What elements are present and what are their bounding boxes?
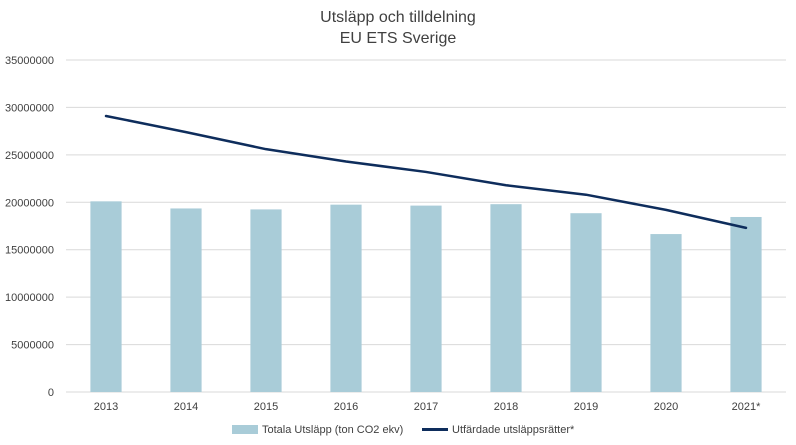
y-tick-label: 35000000 xyxy=(5,55,54,67)
bar xyxy=(410,205,442,392)
x-tick-label: 2017 xyxy=(414,401,438,413)
y-tick-label: 15000000 xyxy=(5,245,54,257)
x-tick-label: 2021* xyxy=(732,401,761,413)
legend-swatch-bars xyxy=(232,425,258,434)
y-tick-label: 20000000 xyxy=(5,197,54,209)
chart-subtitle: EU ETS Sverige xyxy=(340,30,457,47)
y-tick-label: 5000000 xyxy=(11,340,54,352)
bar xyxy=(170,208,202,392)
series-line xyxy=(104,114,748,230)
y-tick-label: 0 xyxy=(48,387,54,399)
line-series xyxy=(104,114,748,230)
x-tick-label: 2019 xyxy=(574,401,598,413)
bar xyxy=(330,204,362,392)
x-tick-label: 2013 xyxy=(94,401,118,413)
bar-series xyxy=(90,201,762,392)
y-tick-label: 25000000 xyxy=(5,150,54,162)
bar xyxy=(730,216,762,392)
chart-title: Utsläpp och tilldelning xyxy=(320,9,476,26)
x-tick-label: 2014 xyxy=(174,401,198,413)
bar xyxy=(250,209,282,392)
bar xyxy=(570,213,602,392)
y-axis-ticks: 0 5000000 10000000 15000000 20000000 25000000… xyxy=(5,55,54,399)
x-tick-label: 2018 xyxy=(494,401,518,413)
bar xyxy=(90,201,122,392)
y-tick-label: 10000000 xyxy=(5,292,54,304)
legend: Totala Utsläpp (ton CO2 ekv) Utfärdade u… xyxy=(232,424,575,436)
legend-label-line: Utfärdade utsläppsrätter* xyxy=(452,424,575,436)
x-tick-label: 2020 xyxy=(654,401,678,413)
bar xyxy=(490,204,522,392)
y-tick-label: 30000000 xyxy=(5,102,54,114)
legend-label-bars: Totala Utsläpp (ton CO2 ekv) xyxy=(262,424,403,436)
x-tick-label: 2015 xyxy=(254,401,278,413)
x-axis-ticks: 2013 2014 2015 2016 2017 2018 2019 2020 2021* xyxy=(94,401,761,413)
x-tick-label: 2016 xyxy=(334,401,358,413)
bar xyxy=(650,234,682,392)
